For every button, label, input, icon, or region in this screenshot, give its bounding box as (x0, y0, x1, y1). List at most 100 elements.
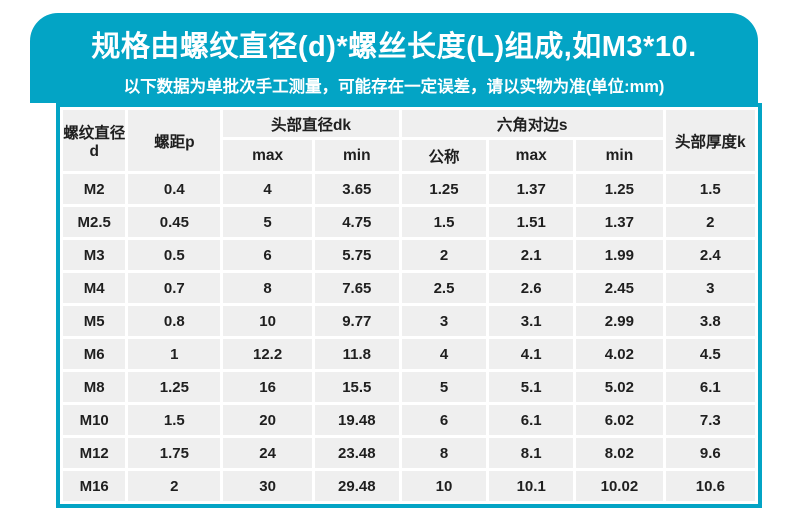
value-cell: 1.5 (128, 405, 221, 435)
value-cell: 9.6 (665, 438, 755, 468)
banner-subtitle: 以下数据为单批次手工测量，可能存在一定误差，请以实物为准(单位:mm) (123, 78, 665, 96)
value-cell: 1.75 (128, 438, 221, 468)
value-cell: 1.5 (665, 174, 755, 204)
value-cell: 6.02 (576, 405, 663, 435)
table-row: M5 0.8 10 9.77 3 3.1 2.99 3.8 (63, 306, 755, 336)
table-row: M3 0.5 6 5.75 2 2.1 1.99 2.4 (63, 240, 755, 270)
header-row-subcolumns: max min 公称 max min (63, 140, 755, 171)
value-cell: 6 (223, 240, 312, 270)
value-cell: 19.48 (314, 405, 399, 435)
value-cell: 2.6 (489, 273, 574, 303)
col-header-s-min: min (576, 140, 663, 171)
value-cell: 30 (223, 471, 312, 501)
value-cell: 2.1 (489, 240, 574, 270)
col-header-hex-width-group: 六角对边s (401, 110, 663, 137)
spec-banner: 规格由螺纹直径(d)*螺丝长度(L)组成,如M3*10. 以下数据为单批次手工测… (30, 13, 758, 103)
value-cell: 15.5 (314, 372, 399, 402)
value-cell: 20 (223, 405, 312, 435)
value-cell: 3.1 (489, 306, 574, 336)
value-cell: 0.7 (128, 273, 221, 303)
value-cell: 1 (128, 339, 221, 369)
value-cell: 3.65 (314, 174, 399, 204)
col-header-s-nominal: 公称 (401, 140, 487, 171)
value-cell: 1.25 (401, 174, 487, 204)
value-cell: 5 (401, 372, 487, 402)
header-row-groups: 螺纹直径d 螺距p 头部直径dk 六角对边s 头部厚度k (63, 110, 755, 171)
value-cell: 24 (223, 438, 312, 468)
value-cell: 8.02 (576, 438, 663, 468)
value-cell: 4.75 (314, 207, 399, 237)
value-cell: 4.02 (576, 339, 663, 369)
spec-size-cell: M16 (63, 471, 126, 501)
value-cell: 12.2 (223, 339, 312, 369)
value-cell: 1.51 (489, 207, 574, 237)
table-row: M10 1.5 20 19.48 6 6.1 6.02 7.3 (63, 405, 755, 435)
value-cell: 16 (223, 372, 312, 402)
col-header-dk-min: min (314, 140, 399, 171)
value-cell: 10.1 (489, 471, 574, 501)
spec-size-cell: M2 (63, 174, 126, 204)
value-cell: 3 (401, 306, 487, 336)
value-cell: 0.45 (128, 207, 221, 237)
spec-size-cell: M12 (63, 438, 126, 468)
value-cell: 5.75 (314, 240, 399, 270)
col-header-head-diameter-group: 头部直径dk (223, 110, 399, 137)
spec-size-cell: M4 (63, 273, 126, 303)
value-cell: 4 (401, 339, 487, 369)
spec-size-cell: M5 (63, 306, 126, 336)
value-cell: 8.1 (489, 438, 574, 468)
table-row: M8 1.25 16 15.5 5 5.1 5.02 6.1 (63, 372, 755, 402)
value-cell: 5 (223, 207, 312, 237)
value-cell: 1.99 (576, 240, 663, 270)
table-row: M2.5 0.45 5 4.75 1.5 1.51 1.37 2 (63, 207, 755, 237)
value-cell: 5.02 (576, 372, 663, 402)
spec-size-cell: M3 (63, 240, 126, 270)
value-cell: 1.5 (401, 207, 487, 237)
value-cell: 6.1 (489, 405, 574, 435)
value-cell: 6 (401, 405, 487, 435)
spec-table-container: 螺纹直径d 螺距p 头部直径dk 六角对边s 头部厚度k max min 公称 … (56, 103, 762, 508)
value-cell: 2 (401, 240, 487, 270)
col-header-thread-diameter: 螺纹直径d (63, 110, 126, 171)
value-cell: 10 (223, 306, 312, 336)
table-row: M12 1.75 24 23.48 8 8.1 8.02 9.6 (63, 438, 755, 468)
value-cell: 0.8 (128, 306, 221, 336)
table-row: M2 0.4 4 3.65 1.25 1.37 1.25 1.5 (63, 174, 755, 204)
value-cell: 2.99 (576, 306, 663, 336)
table-row: M6 1 12.2 11.8 4 4.1 4.02 4.5 (63, 339, 755, 369)
value-cell: 0.5 (128, 240, 221, 270)
value-cell: 5.1 (489, 372, 574, 402)
spec-size-cell: M6 (63, 339, 126, 369)
value-cell: 8 (401, 438, 487, 468)
value-cell: 10.02 (576, 471, 663, 501)
col-header-pitch: 螺距p (128, 110, 221, 171)
value-cell: 2 (665, 207, 755, 237)
value-cell: 1.37 (489, 174, 574, 204)
col-header-s-max: max (489, 140, 574, 171)
spec-table-body: M2 0.4 4 3.65 1.25 1.37 1.25 1.5 M2.5 0.45 5 4.75 1.… (63, 174, 755, 501)
value-cell: 1.25 (576, 174, 663, 204)
value-cell: 1.37 (576, 207, 663, 237)
value-cell: 3 (665, 273, 755, 303)
spec-size-cell: M2.5 (63, 207, 126, 237)
value-cell: 2.4 (665, 240, 755, 270)
col-header-head-thickness: 头部厚度k (665, 110, 755, 171)
value-cell: 4 (223, 174, 312, 204)
spec-size-cell: M8 (63, 372, 126, 402)
value-cell: 10 (401, 471, 487, 501)
value-cell: 2 (128, 471, 221, 501)
value-cell: 4.5 (665, 339, 755, 369)
value-cell: 11.8 (314, 339, 399, 369)
value-cell: 7.3 (665, 405, 755, 435)
banner-title: 规格由螺纹直径(d)*螺丝长度(L)组成,如M3*10. (91, 31, 697, 63)
value-cell: 2.45 (576, 273, 663, 303)
table-row: M16 2 30 29.48 10 10.1 10.02 10.6 (63, 471, 755, 501)
spec-table-head: 螺纹直径d 螺距p 头部直径dk 六角对边s 头部厚度k max min 公称 … (63, 110, 755, 171)
spec-size-cell: M10 (63, 405, 126, 435)
value-cell: 23.48 (314, 438, 399, 468)
value-cell: 1.25 (128, 372, 221, 402)
value-cell: 8 (223, 273, 312, 303)
value-cell: 10.6 (665, 471, 755, 501)
value-cell: 29.48 (314, 471, 399, 501)
col-header-dk-max: max (223, 140, 312, 171)
